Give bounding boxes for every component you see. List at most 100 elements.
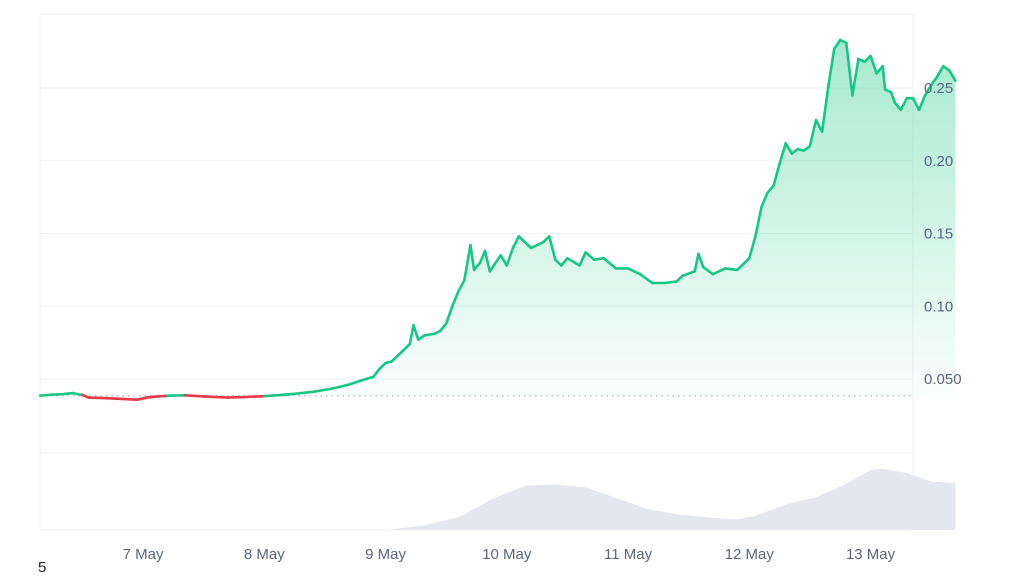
price-segment-12 — [202, 395, 230, 399]
price-segment-88 — [844, 41, 854, 97]
price-segment-96 — [889, 91, 897, 104]
price-segment-85 — [826, 47, 836, 90]
price-segment-1 — [50, 392, 66, 397]
price-segment-94 — [881, 64, 887, 91]
price-segment-78 — [784, 142, 794, 155]
price-segment-38 — [469, 243, 476, 272]
x-tick-label-1: 8 May — [244, 546, 285, 563]
price-segment-36 — [456, 278, 466, 294]
y-tick-label-1: 0.10 — [924, 298, 953, 315]
price-segment-55 — [578, 251, 587, 267]
price-segment-48 — [523, 240, 533, 250]
y-tick-label-2: 0.15 — [924, 226, 953, 243]
x-tick-label-5: 12 May — [725, 546, 775, 563]
price-segment-103 — [929, 75, 939, 87]
price-segment-84 — [820, 86, 830, 133]
price-segment-26 — [396, 348, 406, 358]
price-segment-22 — [372, 367, 381, 379]
price-segment-60 — [626, 267, 642, 276]
corner-label: 5 — [38, 559, 47, 576]
price-segment-52 — [553, 258, 563, 267]
price-segment-51 — [547, 235, 557, 262]
price-segment-18 — [311, 387, 333, 394]
y-tick-label-3: 0.20 — [924, 153, 953, 170]
price-segment-29 — [412, 323, 420, 342]
price-segment-77 — [778, 142, 788, 165]
price-segment-6 — [105, 396, 127, 401]
price-segment-89 — [851, 57, 860, 97]
price-segment-15 — [262, 393, 278, 398]
price-segment-27 — [402, 342, 412, 352]
price-segment-72 — [747, 235, 757, 260]
price-segment-11 — [184, 393, 205, 398]
price-segment-39 — [472, 261, 482, 272]
y-tick-label-0: 0.050 — [924, 371, 962, 388]
price-segment-92 — [869, 54, 878, 75]
price-segment-68 — [701, 265, 715, 276]
price-segment-66 — [693, 252, 700, 273]
volume-shape — [40, 468, 956, 530]
y-axis-labels: 0.050 0.10 0.15 0.20 0.25 — [924, 80, 962, 388]
x-tick-label-4: 11 May — [604, 546, 653, 563]
price-segment-33 — [438, 322, 448, 333]
price-segment-67 — [697, 252, 705, 269]
price-segment-35 — [450, 290, 460, 308]
volume-area — [40, 468, 956, 530]
price-segment-7 — [123, 397, 139, 402]
price-segment-47 — [517, 235, 527, 244]
price-segment-21 — [359, 375, 375, 382]
y-tick-label-4: 0.25 — [924, 80, 953, 97]
price-segment-106 — [948, 69, 957, 82]
price-segment-20 — [347, 379, 363, 386]
price-area-fill — [40, 40, 956, 396]
x-tick-label-2: 9 May — [365, 546, 406, 563]
price-segment-61 — [638, 272, 654, 285]
price-segment-70 — [723, 267, 739, 272]
price-segment-17 — [293, 390, 315, 396]
price-segment-23 — [378, 361, 387, 371]
price-segment-25 — [390, 354, 400, 363]
price-segment-5 — [87, 396, 108, 400]
price-segment-0 — [38, 393, 54, 398]
price-segment-97 — [893, 101, 903, 112]
price-segment-43 — [493, 254, 503, 266]
x-tick-label-3: 10 May — [482, 546, 532, 563]
price-segment-73 — [754, 206, 763, 238]
price-segment-42 — [488, 262, 497, 273]
price-segment-74 — [760, 191, 769, 209]
price-segment-14 — [244, 394, 266, 399]
price-segment-46 — [511, 235, 521, 250]
price-segment-64 — [675, 274, 684, 283]
price-segment-101 — [917, 94, 927, 112]
price-segment-2 — [62, 391, 74, 396]
price-segment-49 — [529, 240, 545, 250]
price-segment-3 — [71, 391, 84, 397]
price-segment-76 — [772, 162, 781, 187]
price-segment-28 — [408, 323, 415, 346]
price-segment-34 — [444, 304, 454, 326]
price-segment-71 — [735, 256, 751, 272]
price-segment-54 — [566, 256, 581, 267]
price-area — [40, 40, 956, 396]
price-segment-98 — [899, 96, 909, 112]
price-segment-37 — [463, 243, 472, 282]
price-segment-13 — [226, 395, 248, 399]
price-segment-102 — [923, 83, 933, 97]
price-segment-82 — [808, 118, 818, 148]
price-segment-100 — [911, 96, 921, 112]
price-segment-31 — [423, 332, 436, 337]
price-segment-19 — [329, 383, 351, 391]
x-tick-label-6: 13 May — [846, 546, 896, 563]
x-tick-label-0: 7 May — [123, 546, 164, 563]
price-segment-104 — [935, 64, 945, 78]
price-segment-63 — [663, 280, 678, 285]
price-segment-69 — [711, 267, 727, 276]
price-segment-8 — [135, 395, 151, 402]
price-segment-75 — [766, 184, 775, 195]
price-segment-44 — [499, 254, 509, 267]
price-segment-16 — [275, 392, 296, 397]
price-segment-57 — [592, 256, 606, 262]
price-segment-65 — [681, 269, 697, 278]
price-segment-56 — [584, 251, 596, 262]
